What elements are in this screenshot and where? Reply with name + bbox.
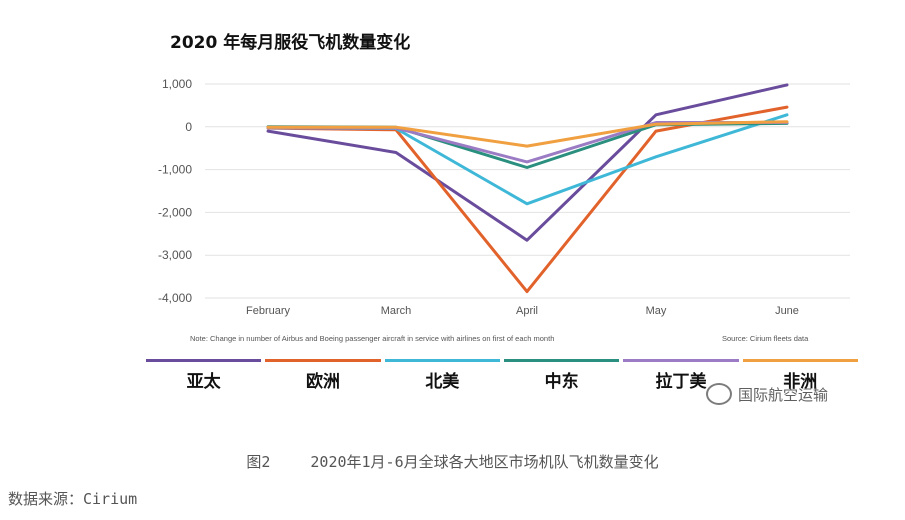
y-tick-label: -3,000	[158, 248, 192, 262]
watermark-text: 国际航空运输	[738, 385, 829, 404]
legend-item-africa: 非洲	[742, 359, 858, 399]
chart-figure: 2020 年每月服役飞机数量变化 1,000 0 -1,000 -2,000 -3,00…	[146, 33, 858, 405]
legend-swatch	[623, 359, 739, 362]
caption-text: 2020年1月-6月全球各大地区市场机队飞机数量变化	[310, 453, 659, 471]
series-line-5	[266, 120, 789, 148]
chart-note: Note: Change in number of Airbus and Boe…	[190, 334, 555, 343]
legend-label: 拉丁美	[655, 371, 707, 392]
figure-caption: 图2 2020年1月-6月全球各大地区市场机队飞机数量变化	[0, 451, 905, 472]
x-tick-label: May	[646, 305, 667, 317]
y-tick-label: -4,000	[158, 291, 192, 305]
data-source: 数据来源：Cirium	[8, 490, 138, 508]
legend-swatch	[265, 359, 381, 362]
legend-item-latin-america: 拉丁美	[623, 359, 739, 399]
wechat-icon	[706, 383, 732, 405]
x-tick-label: March	[381, 305, 412, 317]
legend-item-middle-east: 中东	[503, 359, 620, 399]
y-tick-label: 1,000	[162, 77, 192, 91]
legend-item-north-america: 北美	[384, 359, 500, 399]
chart-legend: 亚太 欧洲 北美 中东 拉丁美 非洲	[146, 359, 858, 399]
legend-item-europe: 欧洲	[265, 359, 381, 399]
legend-swatch	[384, 359, 500, 362]
figure-number: 图2	[246, 453, 271, 471]
y-tick-label: -2,000	[158, 205, 192, 219]
legend-swatch	[503, 359, 620, 362]
legend-label: 非洲	[783, 371, 818, 392]
chart-title: 2020 年每月服役飞机数量变化	[170, 33, 411, 53]
series-line-1	[266, 105, 789, 294]
x-tick-label: June	[775, 305, 799, 317]
legend-label: 北美	[425, 371, 460, 392]
legend-label: 欧洲	[305, 371, 340, 392]
y-tick-label: -1,000	[158, 163, 192, 177]
watermark: 国际航空运输	[706, 383, 828, 405]
legend-label: 中东	[544, 371, 579, 392]
y-tick-label: 0	[185, 120, 192, 134]
x-tick-label: February	[246, 305, 291, 317]
chart-source-note: Source: Cirium fleets data	[722, 334, 809, 343]
series-line-0	[266, 83, 789, 242]
line-chart: 1,000 0 -1,000 -2,000 -3,000 -4,000 February Ma…	[158, 77, 850, 317]
x-tick-label: April	[516, 305, 538, 317]
legend-swatch	[742, 359, 858, 362]
legend-label: 亚太	[186, 371, 221, 392]
legend-item-asia-pacific: 亚太	[146, 359, 262, 399]
legend-swatch	[146, 359, 262, 362]
